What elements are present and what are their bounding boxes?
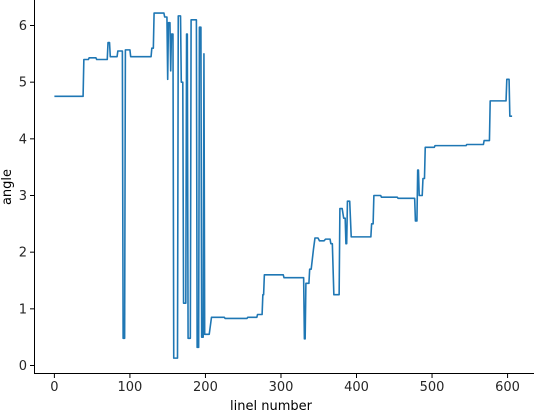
x-tick-label: 500 — [420, 380, 445, 395]
axes — [34, 0, 534, 374]
y-tick-label: 3 — [19, 189, 27, 204]
series-line-0 — [54, 12, 513, 359]
x-tick-label: 0 — [50, 380, 58, 395]
x-tick-label: 300 — [269, 380, 294, 395]
x-axis-label: linel number — [230, 399, 313, 412]
x-tick-label: 600 — [495, 380, 520, 395]
y-tick-label: 0 — [19, 359, 27, 374]
x-tick-label: 400 — [344, 380, 369, 395]
y-tick-label: 2 — [19, 246, 27, 261]
x-tick-label: 100 — [118, 380, 143, 395]
y-tick-label: 5 — [19, 76, 27, 91]
y-axis-label: angle — [0, 169, 15, 205]
data-line-layer — [54, 12, 513, 359]
y-tick-label: 4 — [19, 132, 27, 147]
x-ticks: 0 100 200 300 400 500 600 — [50, 374, 520, 395]
x-tick-label: 200 — [193, 380, 218, 395]
y-tick-label: 1 — [19, 302, 27, 317]
y-ticks: 0 1 2 3 4 5 6 — [19, 19, 34, 374]
y-tick-label: 6 — [19, 19, 27, 34]
